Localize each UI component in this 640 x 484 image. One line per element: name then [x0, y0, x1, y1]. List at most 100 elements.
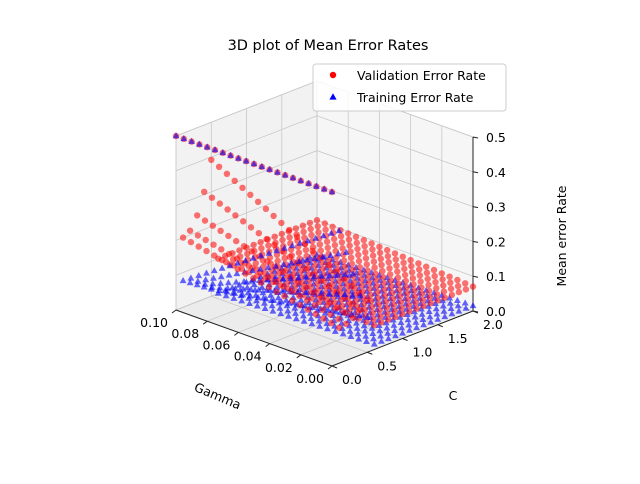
training-point [391, 326, 399, 333]
training-point [287, 274, 295, 281]
training-point [291, 304, 299, 311]
validation-point [303, 284, 310, 291]
validation-point [364, 296, 371, 304]
training-point [439, 297, 446, 304]
training-point [231, 289, 239, 296]
validation-point [209, 222, 216, 229]
validation-point [279, 268, 287, 275]
z-tick [472, 171, 479, 174]
validation-point [405, 302, 412, 309]
validation-point [391, 307, 398, 314]
validation-point [312, 310, 319, 318]
validation-point [302, 265, 309, 272]
gamma-tick-label: 0.10 [140, 315, 168, 330]
training-point [354, 330, 362, 337]
training-point [376, 327, 384, 334]
validation-point [462, 286, 470, 293]
training-point [375, 321, 383, 328]
validation-point [308, 231, 315, 239]
validation-point [385, 259, 392, 266]
training-point [462, 304, 470, 311]
validation-point [264, 274, 272, 281]
validation-point [278, 230, 285, 238]
gamma-tick [234, 331, 239, 336]
validation-point [265, 283, 273, 291]
z-tick [472, 136, 479, 139]
validation-point [293, 233, 301, 241]
training-point [172, 132, 180, 139]
training-point [281, 171, 289, 178]
validation-point [248, 248, 255, 255]
validation-point [370, 258, 378, 265]
training-point [217, 273, 225, 280]
training-point [235, 154, 242, 161]
training-point [288, 259, 295, 266]
training-point [341, 271, 349, 278]
training-point [210, 267, 218, 274]
z-tick-label: 0.3 [486, 200, 506, 215]
validation-point [373, 282, 381, 290]
validation-point [187, 238, 195, 246]
validation-point [208, 194, 216, 201]
training-point [250, 281, 258, 288]
validation-point [240, 243, 248, 250]
training-point [302, 289, 309, 296]
validation-point [380, 280, 388, 287]
validation-point [363, 261, 370, 268]
validation-point [340, 275, 348, 283]
validation-point [329, 223, 336, 230]
validation-point [344, 287, 352, 295]
training-point [265, 249, 273, 256]
y-axis-label: C [449, 388, 458, 403]
validation-point [273, 251, 281, 259]
c-tick [402, 338, 408, 341]
training-point [254, 293, 262, 300]
validation-point [412, 299, 420, 306]
training-point [315, 317, 323, 324]
validation-point [280, 283, 287, 290]
training-point [273, 247, 281, 254]
training-point [266, 165, 273, 172]
z-tick-label: 0.4 [486, 165, 506, 180]
training-point [324, 306, 332, 313]
training-point [299, 307, 306, 314]
validation-point [349, 314, 357, 322]
validation-point [364, 267, 371, 274]
validation-point [315, 229, 322, 236]
validation-point [337, 233, 345, 240]
validation-point [367, 291, 374, 298]
validation-point [272, 278, 280, 286]
training-point [292, 309, 299, 316]
training-point [209, 280, 217, 287]
validation-point [399, 253, 406, 260]
validation-point [271, 241, 278, 249]
validation-point [377, 255, 385, 263]
validation-point [393, 262, 400, 269]
validation-point [394, 268, 401, 275]
training-point [246, 299, 253, 306]
validation-point [278, 219, 285, 227]
validation-point [333, 260, 341, 267]
validation-point [274, 257, 281, 265]
training-point [249, 267, 256, 274]
validation-point [366, 285, 373, 292]
validation-point [417, 278, 424, 285]
gamma-tick-label: 0.08 [171, 326, 199, 341]
validation-point [322, 226, 329, 233]
training-point [275, 294, 282, 301]
validation-point [233, 255, 241, 262]
training-point [447, 304, 455, 311]
training-point [389, 316, 397, 323]
training-point [193, 281, 201, 288]
training-point [311, 254, 319, 261]
validation-point [424, 275, 431, 283]
validation-point [236, 247, 243, 254]
validation-point [358, 276, 365, 283]
validation-point [374, 288, 381, 296]
validation-point [218, 246, 225, 253]
training-point [355, 335, 363, 342]
training-point [276, 304, 284, 311]
validation-point [312, 262, 319, 269]
training-point [469, 302, 477, 309]
validation-point [438, 270, 445, 277]
